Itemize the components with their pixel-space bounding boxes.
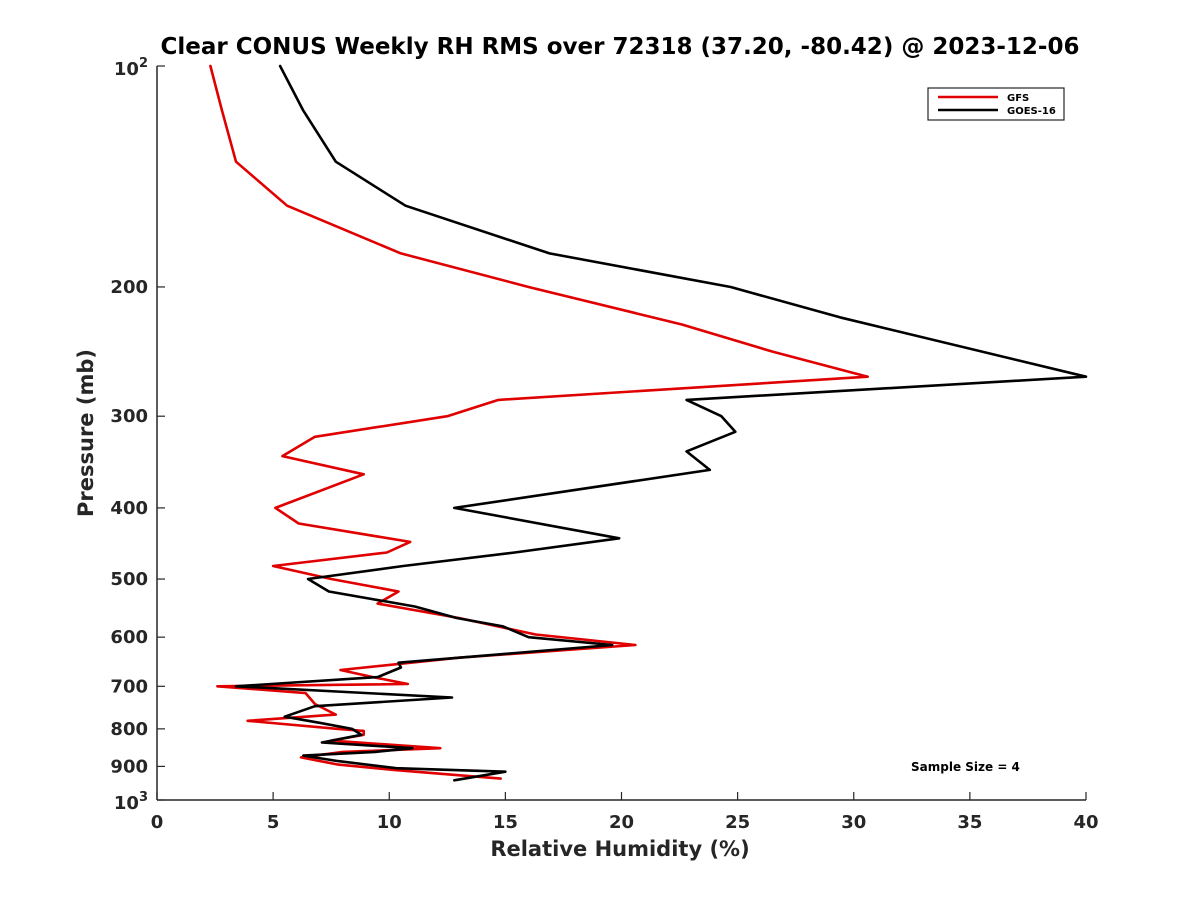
x-tick-label: 30 — [841, 812, 866, 833]
legend-box — [927, 87, 1065, 121]
sample-size-annotation: Sample Size = 4 — [911, 760, 1020, 774]
legend-label-gfs: GFS — [1007, 93, 1029, 104]
x-axis-label: Relative Humidity (%) — [490, 837, 749, 861]
y-tick-label: 800 — [110, 719, 148, 740]
y-tick-label: 103 — [114, 790, 148, 814]
legend-label-goes-16: GOES-16 — [1007, 106, 1056, 117]
y-tick-label: 600 — [110, 627, 148, 648]
x-tick-label: 20 — [609, 812, 634, 833]
x-tick-label: 15 — [493, 812, 518, 833]
legend: GFS GOES-16 — [927, 87, 1065, 121]
series-line-goes-16 — [234, 64, 1088, 782]
axes-layer: 0 5 10 15 20 25 30 35 40 102 200 300 400 500 600 700 800… — [110, 56, 1098, 833]
series-layer — [209, 64, 1088, 782]
y-tick-label: 700 — [110, 676, 148, 697]
x-tick-label: 10 — [377, 812, 402, 833]
y-tick-label: 200 — [110, 277, 148, 298]
y-axis-label: Pressure (mb) — [74, 349, 98, 517]
x-tick-label: 25 — [725, 812, 750, 833]
x-tick-label: 5 — [267, 812, 280, 833]
y-tick-label: 102 — [114, 56, 148, 80]
y-tick-label: 300 — [110, 406, 148, 427]
y-tick-label: 400 — [110, 498, 148, 519]
x-tick-label: 0 — [151, 812, 164, 833]
x-tick-label: 40 — [1073, 812, 1098, 833]
y-tick-label: 500 — [110, 569, 148, 590]
chart-title: Clear CONUS Weekly RH RMS over 72318 (37… — [161, 34, 1080, 60]
x-tick-label: 35 — [957, 812, 982, 833]
y-tick-label: 900 — [110, 756, 148, 777]
